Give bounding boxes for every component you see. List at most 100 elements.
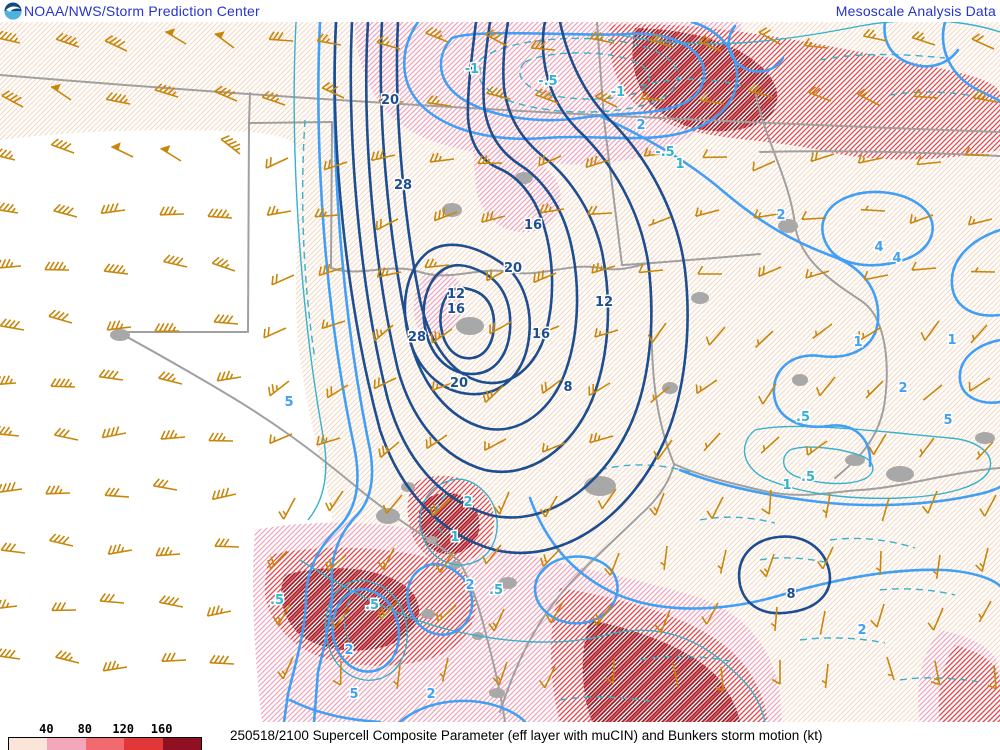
contour-label: 2 [426,687,435,702]
contour-label: 20 [450,376,468,391]
wind-barb [705,326,726,346]
contour-label: 16 [532,327,550,342]
wind-barb [975,547,989,572]
wind-barb [921,490,938,514]
wind-barb [638,263,664,274]
wind-barb [330,607,350,629]
wind-barb [536,325,560,337]
wind-barb [594,90,618,108]
wind-barb [372,324,394,342]
wind-barb [425,26,449,43]
header-bar: NOAA/NWS/Storm Prediction Center Mesosca… [0,0,1000,22]
wind-barb [650,386,670,404]
wind-barb [930,660,941,686]
colorbar-tick-label: 160 [150,722,173,736]
wind-barb [220,135,241,155]
wind-barb [326,384,349,399]
wind-barb [699,92,725,105]
contours-cyan-negative [301,37,981,702]
wind-barb [49,533,74,547]
contour-label: -1 [465,62,479,77]
colorbar-tick-label: 80 [77,722,93,736]
wind-barb [439,657,449,682]
wind-barb [967,215,993,226]
wind-barb [0,542,26,554]
wind-barb [545,601,564,624]
wind-barb [695,207,720,217]
border-37N [0,74,1000,133]
wind-barb [376,35,401,50]
contour-label: 2 [463,495,472,510]
wind-barb [377,600,398,620]
wind-barb [0,648,21,660]
wind-barb [429,152,455,163]
wind-barb [435,604,457,622]
colorbar-segment [85,738,125,750]
wind-barb [810,151,835,163]
wind-barb [269,433,293,445]
wind-barb [979,494,997,517]
wind-barb [102,660,128,672]
colorbar-segment [162,738,202,750]
wind-barb [805,440,828,456]
wind-barb [375,218,399,231]
wind-barb [163,254,188,268]
wind-barb [698,35,722,52]
wind-barb [0,258,22,269]
contour-label: 1 [853,335,862,350]
wind-barb [587,205,613,216]
wind-barb [325,554,347,572]
wind-barb [433,208,458,222]
wind-barb [0,30,21,44]
wind-barb-flag [214,31,225,39]
wind-barb [748,83,773,98]
wind-barb [51,602,77,612]
wind-barb [0,425,20,437]
wind-barb [486,268,509,282]
wind-barb [211,487,237,501]
wind-barb-flag [165,28,175,36]
contour-label: 1 [450,530,459,545]
wind-barb [971,33,995,50]
wind-barb [208,432,234,442]
wind-barb [376,267,402,278]
wind-barb [0,148,16,161]
contour-label: 8 [786,587,795,602]
wind-barb [377,547,395,571]
wind-barb [604,552,620,576]
wind-barb [541,442,566,453]
border-mo-ar [621,253,761,266]
wind-barb [373,377,397,390]
wind-barb [332,660,342,686]
wind-barb [314,207,340,218]
wind-barb [378,441,400,459]
site-title-link[interactable]: NOAA/NWS/Storm Prediction Center [24,3,260,19]
wind-barb-flag [51,83,61,92]
wind-barb [324,490,344,512]
wind-barb [803,37,829,49]
wind-barb [591,262,616,274]
colorbar-tick-label: 40 [39,722,54,736]
wind-barb [214,538,240,548]
wind-barb [277,656,294,680]
wind-barb [660,545,668,570]
wind-barb [53,203,78,218]
wind-barb [821,663,829,688]
contour-label: -.5 [538,74,557,89]
wind-barb [695,379,718,395]
wind-barb [485,29,508,47]
wind-barb [865,380,884,399]
wind-barb [488,608,505,632]
wind-barb [701,602,719,625]
wind-barb [801,210,827,221]
wind-barb [870,603,885,628]
wind-barb-flag [111,142,121,150]
wind-barb [378,93,404,103]
wind-barb [425,434,448,450]
wind-barb [154,322,180,333]
contours-blue [282,20,1000,724]
contour-label: 5 [943,413,952,428]
wind-barb [640,90,666,101]
wind-barb [643,147,669,157]
